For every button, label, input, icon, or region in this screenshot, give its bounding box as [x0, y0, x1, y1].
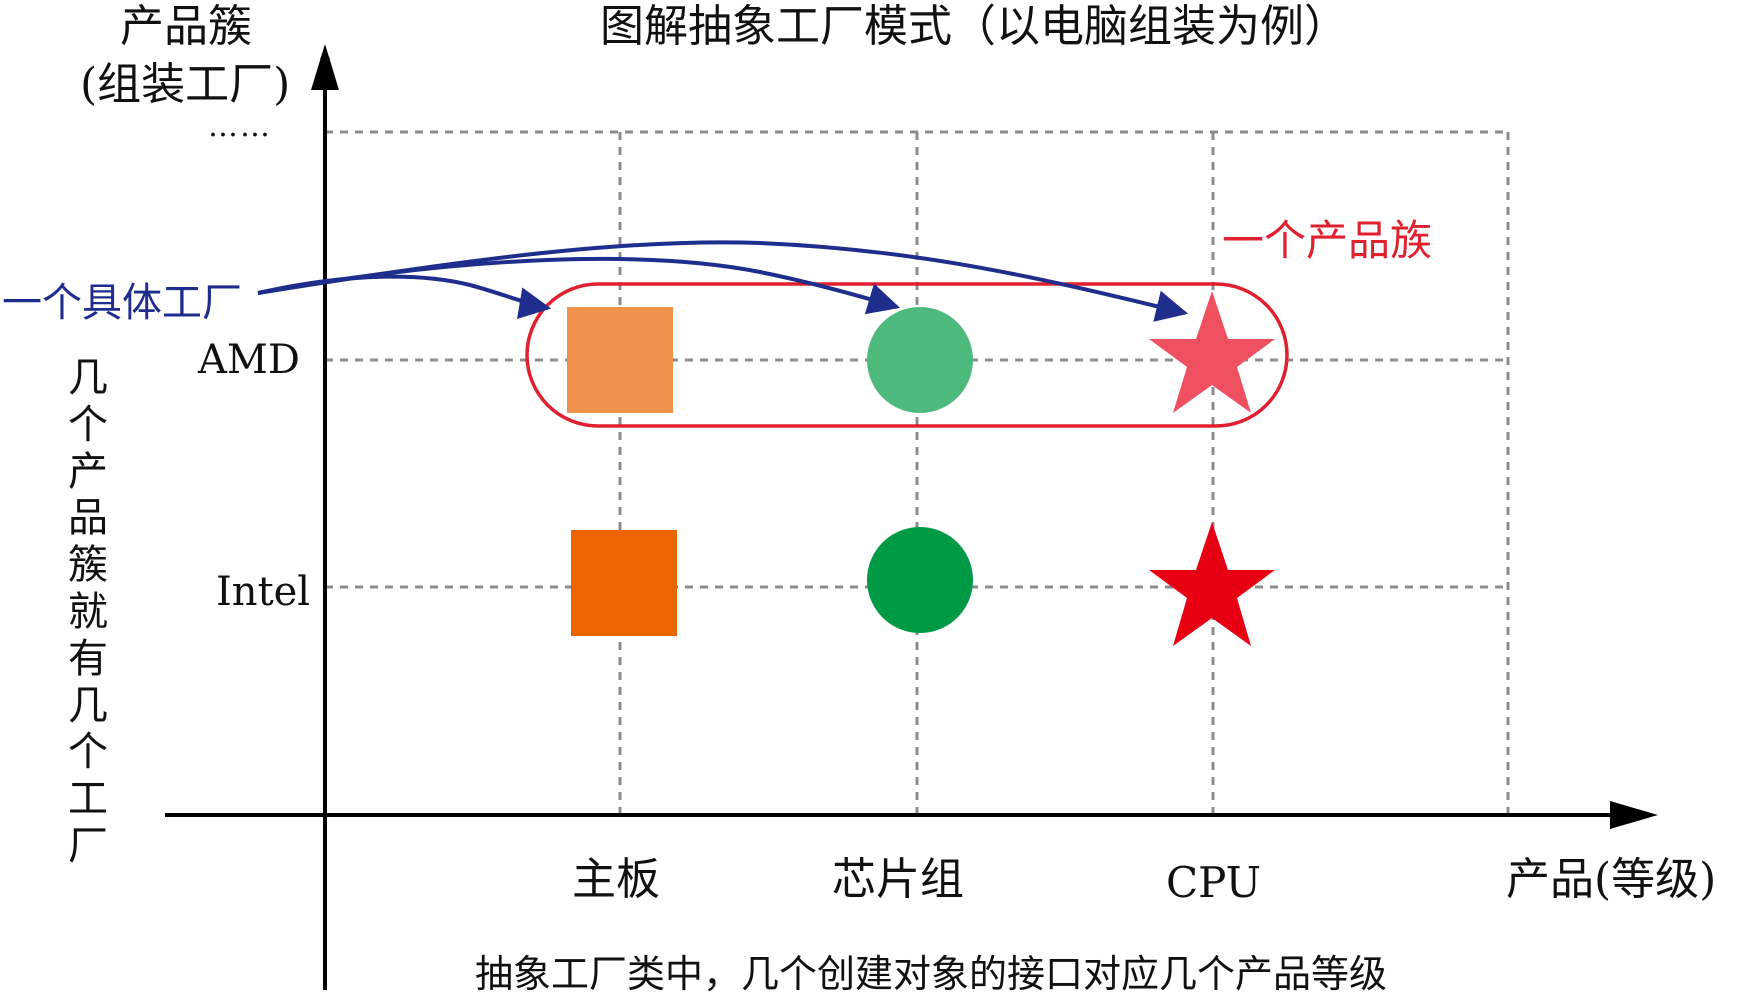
y-axis-title: 产品簇 [120, 1, 252, 52]
row-label-intel: Intel [216, 569, 311, 615]
amd-cpu-star-icon [1149, 291, 1275, 413]
factory-arrow-chipset [257, 256, 901, 315]
y-axis-ellipsis: …… [208, 109, 272, 144]
amd-chipset-circle-icon [867, 307, 973, 413]
intel-chipset-circle-icon [867, 527, 973, 633]
caption: 抽象工厂类中，几个创建对象的接口对应几个产品等级 [475, 952, 1388, 996]
concrete-factory-label: 一个具体工厂 [2, 280, 242, 326]
product-family-outline [525, 282, 1289, 428]
x-axis-arrowhead-icon [1610, 801, 1658, 829]
intel-cpu-star-icon [1149, 522, 1275, 646]
factory-arrows [257, 240, 1189, 322]
y-axis-subtitle: (组装工厂) [80, 59, 291, 110]
page-title: 图解抽象工厂模式（以电脑组装为例） [600, 1, 1348, 52]
x-axis-title: 产品(等级) [1506, 854, 1717, 905]
y-axis-arrowhead-icon [311, 44, 339, 90]
amd-mainboard-square-icon [567, 307, 673, 413]
intel-mainboard-square-icon [571, 530, 677, 636]
column-label-cpu: CPU [1166, 858, 1262, 907]
product-family-label: 一个产品族 [1222, 216, 1433, 265]
factory-arrow-mainboard [257, 274, 552, 320]
side-note-vertical: 几个产品簇就有几个工厂 [68, 355, 108, 869]
factory-arrow-cpu [257, 240, 1189, 322]
column-label-chipset: 芯片组 [832, 854, 964, 905]
row-label-amd: AMD [198, 337, 300, 383]
column-label-mainboard: 主板 [572, 854, 660, 905]
